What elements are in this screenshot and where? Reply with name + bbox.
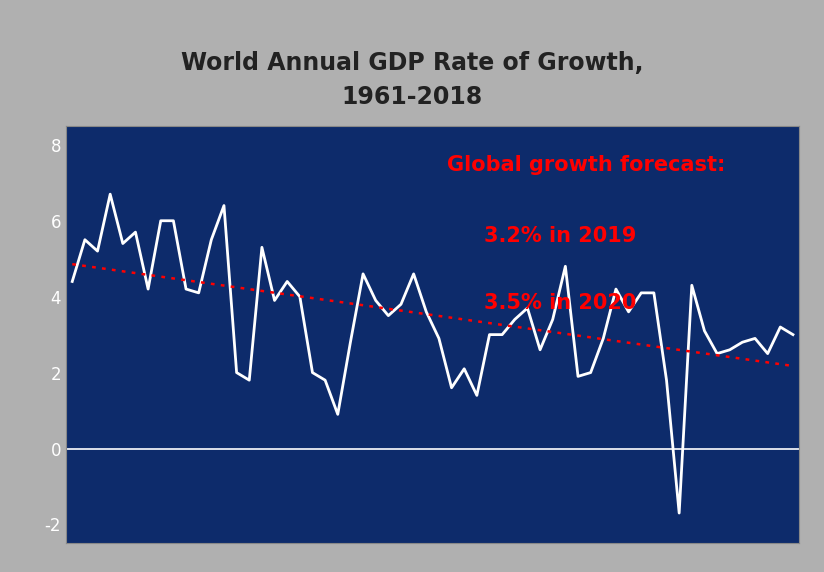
Text: 3.2% in 2019: 3.2% in 2019 xyxy=(484,226,636,246)
Text: Global growth forecast:: Global growth forecast: xyxy=(447,155,726,175)
Text: World Annual GDP Rate of Growth,
1961-2018: World Annual GDP Rate of Growth, 1961-20… xyxy=(180,51,644,109)
Text: 3.5% in 2020: 3.5% in 2020 xyxy=(484,293,636,313)
